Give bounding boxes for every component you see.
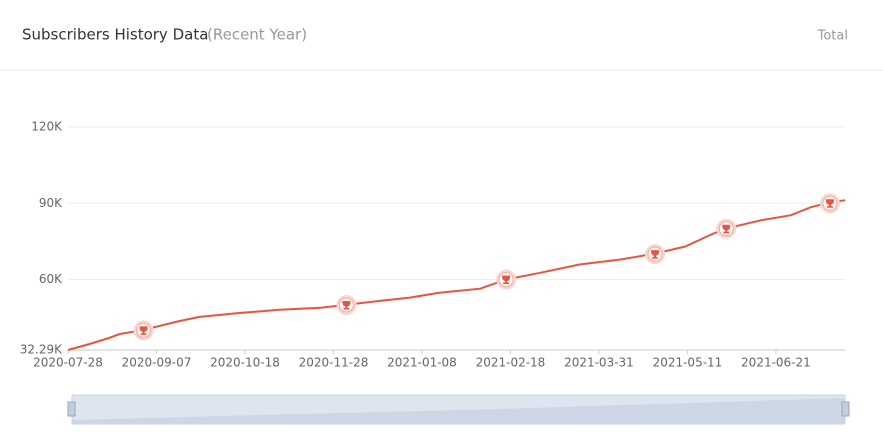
total-toggle[interactable]: Total	[817, 29, 848, 44]
trophy-icon	[651, 250, 660, 259]
slider-handle[interactable]	[67, 401, 76, 417]
trophy-icon	[722, 224, 731, 234]
x-tick-label: 2021-06-21	[741, 356, 811, 370]
y-tick-label: 120K	[31, 120, 63, 134]
y-tick-label: 32.29K	[20, 343, 63, 357]
x-tick-label: 2021-02-18	[476, 356, 546, 370]
trophy-icon	[139, 326, 148, 335]
milestone-marker[interactable]	[716, 218, 737, 239]
x-tick-label: 2020-07-28	[33, 356, 103, 370]
trophy-icon	[342, 300, 351, 310]
range-slider[interactable]	[67, 394, 850, 425]
milestone-marker[interactable]	[336, 294, 357, 315]
slider-handle[interactable]	[841, 401, 850, 417]
x-tick-label: 2020-10-18	[210, 356, 280, 370]
x-tick-label: 2021-01-08	[387, 356, 457, 370]
slider-preview	[72, 398, 845, 424]
series-line	[67, 199, 846, 351]
chart-title: Subscribers History Data	[22, 26, 208, 44]
x-tick-label: 2020-09-07	[122, 356, 192, 370]
y-tick-label: 90K	[39, 196, 63, 210]
trophy-icon	[825, 199, 834, 208]
x-tick-label: 2021-05-11	[653, 356, 723, 370]
y-tick-label: 60K	[39, 272, 63, 286]
trophy-icon	[502, 275, 511, 285]
milestone-marker[interactable]	[819, 193, 840, 214]
milestone-marker[interactable]	[133, 320, 154, 341]
chart-subtitle: (Recent Year)	[207, 26, 307, 44]
x-tick-label: 2020-11-28	[299, 356, 369, 370]
x-tick-label: 2021-03-31	[564, 356, 634, 370]
milestone-marker[interactable]	[645, 244, 666, 265]
milestone-marker[interactable]	[496, 269, 517, 290]
